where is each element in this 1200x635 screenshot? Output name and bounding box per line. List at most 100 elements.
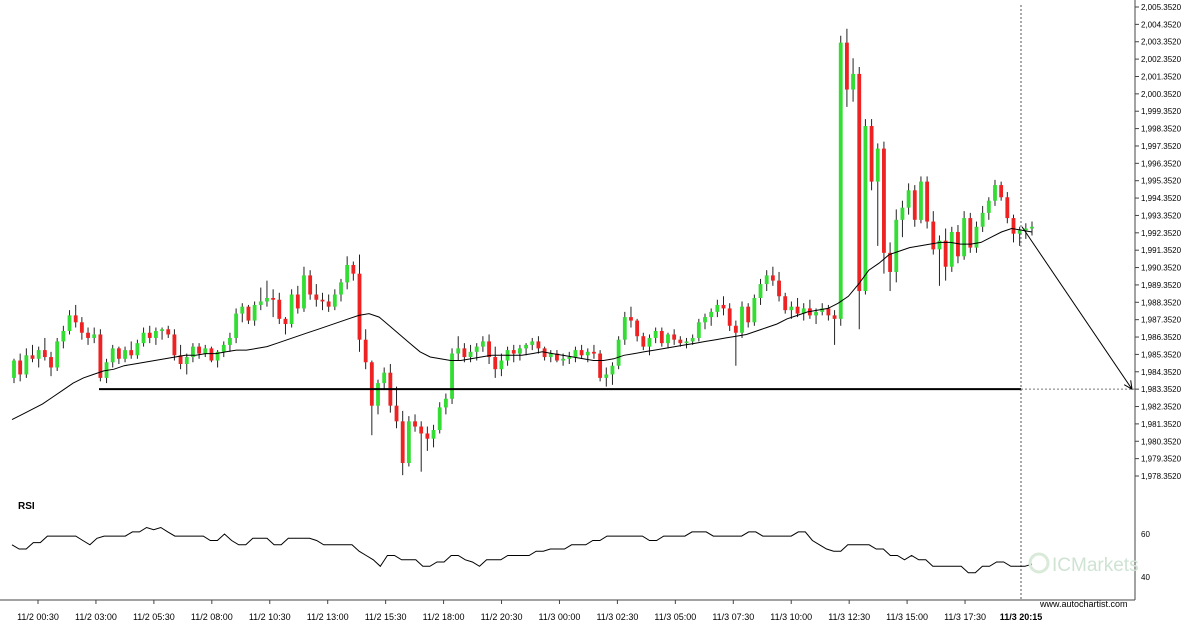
candle-body [598,353,603,378]
candle-body [715,304,720,312]
candle-body [610,365,615,375]
candle-body [135,343,140,356]
rsi-line [11,526,1033,574]
price-tick-label: 1,999.3520 [1141,107,1182,116]
candle-body [129,350,134,356]
time-tick-label: 11/3 02:30 [596,612,638,622]
candle-body [968,218,973,248]
candle-body [857,73,862,292]
candle-body [443,398,448,408]
candle-body [98,334,103,378]
candle-body [888,252,893,272]
candle-body [844,42,849,90]
price-tick-label: 1,978.3520 [1141,472,1182,481]
moving-average-line [11,227,1033,421]
candle-body [684,341,689,344]
candle-body [1030,226,1034,229]
candle-body [789,306,794,311]
candle-body [191,346,195,358]
candle-body [524,344,528,349]
candle-body [234,313,239,338]
candle-body [919,181,923,220]
price-tick-label: 1,990.3520 [1141,264,1182,273]
candle-body [838,42,843,319]
time-tick-label: 11/3 15:00 [886,612,928,622]
candle-body [555,353,559,361]
candle-body [283,318,288,325]
candle-body [147,332,152,338]
candle-body [209,348,214,361]
candle-body [252,304,257,321]
candle-body [394,405,399,422]
time-tick-label: 11/3 10:00 [770,612,812,622]
candle-body [678,339,683,344]
candle-body [18,360,23,375]
candle-body [647,337,652,347]
candle-body [67,315,72,331]
candle-body [326,301,331,307]
price-axis-ticks: 2,005.3520 2,004.3520 2,003.3520 2,002.3520… [1135,3,1182,481]
current-time-label: 11/3 20:15 [1000,612,1043,622]
candle-body [382,372,387,384]
rsi-tick-label: 40 [1141,573,1150,582]
candle-body [160,329,164,331]
candle-body [931,221,936,250]
time-tick-label: 11/2 08:00 [191,612,233,622]
candle-body [197,346,202,354]
candle-body [295,294,300,309]
candle-body [258,301,263,305]
candle-body [659,330,664,344]
time-tick-label: 11/2 10:30 [249,612,291,622]
candle-body [49,357,53,368]
price-tick-label: 2,005.3520 [1141,3,1182,12]
candle-body [271,297,276,300]
price-tick-label: 2,003.3520 [1141,38,1182,47]
price-tick-label: 1,992.3520 [1141,229,1182,238]
candle-body [758,284,763,298]
candle-body [567,357,572,359]
candle-body [949,231,954,267]
candle-body [30,355,35,359]
candle-body [999,185,1004,198]
candle-body [24,355,29,375]
candle-body [721,304,726,309]
price-tick-label: 1,997.3520 [1141,142,1182,151]
price-tick-label: 1,987.3520 [1141,316,1182,325]
candle-body [814,311,818,316]
candle-body [406,421,411,464]
candle-body [616,339,621,366]
candle-body [561,358,566,361]
candle-body [493,357,498,370]
candle-body [221,344,226,352]
price-tick-label: 1,982.3520 [1141,403,1182,412]
rsi-axis-ticks: 60 40 [1141,530,1150,582]
candle-body [462,348,467,358]
broker-watermark: ICMarkets [1028,552,1139,576]
candle-body [672,334,677,340]
candle-body [363,339,368,363]
candle-body [980,212,985,227]
candle-body [184,357,189,364]
time-tick-label: 11/2 03:00 [75,612,117,622]
candle-body [425,433,430,439]
candle-body [86,332,90,338]
price-tick-label: 2,001.3520 [1141,72,1182,81]
candle-body [345,264,350,283]
candle-body [777,280,781,297]
candle-body [456,348,461,354]
candle-body [912,190,917,220]
candle-body [487,341,491,358]
candle-body [431,430,436,439]
price-tick-label: 2,004.3520 [1141,20,1182,29]
price-tick-label: 1,991.3520 [1141,246,1182,255]
candle-body [826,308,831,316]
time-tick-label: 11/3 05:00 [654,612,696,622]
candle-body [42,350,47,358]
price-tick-label: 1,983.3520 [1141,385,1182,394]
candle-body [604,374,609,378]
candle-body [530,341,535,345]
candle-body [302,275,306,309]
candle-body [289,294,294,325]
candle-body [1023,228,1028,231]
